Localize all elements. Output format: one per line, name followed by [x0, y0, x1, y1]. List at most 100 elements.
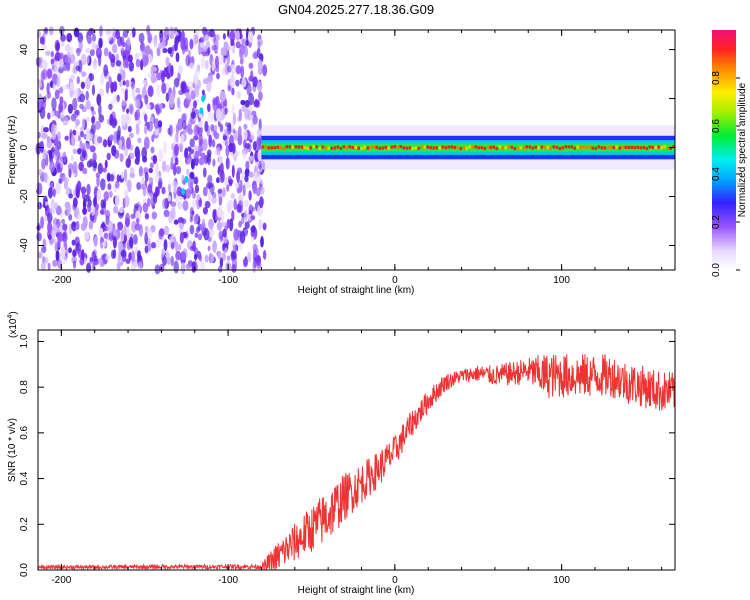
spectrogram-noise-cell — [200, 222, 206, 231]
spectrogram-noise-cell — [57, 231, 64, 243]
spectrogram-noise-cell — [136, 217, 140, 225]
spectrogram-noise-cell — [47, 112, 51, 120]
spectrogram-noise-cell — [231, 87, 235, 96]
spectrogram-noise-cell — [158, 177, 163, 189]
spectrogram-noise-cell — [240, 99, 246, 106]
spectrogram-noise-cell — [155, 186, 160, 196]
spectrogram-noise-cell — [231, 264, 237, 273]
spectrogram-noise-cell — [90, 106, 94, 112]
spectrogram-noise-cell — [52, 83, 56, 91]
signal-peak-cell — [639, 146, 643, 150]
spectrogram-noise-cell — [180, 39, 186, 51]
spectrogram-noise-cell — [227, 65, 232, 73]
spectrogram-noise-cell — [75, 243, 82, 252]
spectrogram-noise-cell — [120, 250, 127, 258]
spectrogram-noise-cell — [96, 188, 102, 202]
spectrogram-noise-cell — [99, 88, 105, 97]
spectrogram-noise-cell — [216, 221, 222, 231]
spectrogram-noise-cell — [198, 145, 202, 156]
spectrogram-noise-cell — [36, 225, 41, 231]
spectrogram-noise-cell — [222, 135, 228, 141]
spectrogram-noise-cell — [86, 160, 92, 168]
spectrogram-noise-cell — [72, 260, 77, 269]
spectrogram-noise-cell — [184, 147, 189, 160]
signal-peak-cell — [327, 146, 331, 150]
spectrogram-noise-cell — [252, 52, 259, 60]
signal-peak-cell — [468, 145, 472, 149]
spectrogram-noise-cell — [129, 132, 134, 139]
spectrogram-noise-cell — [75, 119, 80, 126]
spectrogram-noise-cell — [82, 197, 87, 211]
spectrogram-noise-cell — [224, 107, 228, 115]
spectrogram-noise-cell — [86, 262, 92, 273]
spectrogram-noise-cell — [72, 197, 78, 208]
signal-peak-cell — [450, 145, 454, 149]
spectrogram-noise-cell — [221, 222, 228, 228]
spectrogram-noise-cell — [109, 134, 114, 141]
spectrogram-noise-cell — [123, 225, 127, 236]
spectrogram-noise-cell — [227, 199, 234, 210]
spectrogram-noise-cell — [100, 199, 105, 209]
spectrogram-noise-cell — [212, 158, 216, 167]
signal-band-inner — [261, 143, 675, 152]
spectrogram-noise-cell — [185, 263, 192, 270]
spectrogram-noise-cell — [237, 200, 244, 214]
snr-y-axis: 0.0 0.2 0.4 0.6 0.8 1.0 — [19, 334, 675, 577]
spectrogram-noise-cell — [48, 150, 53, 160]
spectrogram-noise-cell — [189, 224, 195, 235]
spectrogram-noise-cell — [162, 47, 168, 54]
spectrogram-noise-cell — [108, 51, 112, 60]
spectrogram-noise-cell — [182, 200, 189, 212]
spectrogram-noise-cell — [173, 77, 180, 88]
snr-ytick-label: 1.0 — [19, 334, 30, 348]
spectrogram-noise-cell — [163, 67, 168, 78]
snr-xtick-label: 0 — [392, 575, 398, 586]
spectrogram-noise-cell — [38, 81, 43, 88]
spectrogram-noise-cell — [211, 139, 216, 148]
spectrogram-noise-cell — [187, 81, 194, 90]
spectrogram-noise-cell — [174, 157, 179, 166]
spectrogram-noise-cell — [235, 182, 239, 189]
spectrogram-noise-cell — [37, 251, 43, 259]
spectrogram-noise-cell — [113, 149, 120, 159]
signal-peak-cell — [360, 146, 364, 150]
signal-peak-cell — [483, 146, 487, 151]
signal-peak-cell — [651, 145, 655, 149]
spectrogram-noise-cell — [175, 131, 179, 143]
spectrogram-noise-cell — [47, 187, 53, 199]
spectrogram-noise-cell — [222, 228, 227, 238]
spectrogram-noise-cell — [231, 210, 235, 222]
colorbar-tick-label: 0.4 — [711, 167, 722, 181]
spectrogram-xtick-label: 100 — [553, 275, 570, 286]
spectrogram-noise-cell — [245, 160, 250, 170]
spectrogram-noise-cell — [244, 108, 250, 120]
spectrogram-noise-cell — [135, 87, 141, 94]
signal-peak-cell — [588, 145, 592, 149]
spectrogram-noise-cell — [208, 218, 214, 230]
signal-peak-cell — [585, 145, 589, 149]
spectrogram-noise-cell — [102, 139, 108, 148]
spectrogram-noise-cell — [41, 60, 48, 70]
spectrogram-noise-cell — [46, 175, 51, 187]
spectrogram-noise-cell — [96, 174, 100, 188]
spectrogram-noise-cell — [155, 238, 162, 248]
spectrogram-noise-cell — [136, 52, 142, 58]
spectrogram-noise-cell — [218, 230, 224, 240]
spectrogram-noise-cell — [170, 201, 177, 208]
spectrogram-noise-cell — [215, 108, 222, 121]
spectrogram-noise-cell — [98, 257, 103, 264]
spectrogram-noise-cell — [167, 195, 172, 202]
spectrogram-noise-cell — [244, 175, 249, 183]
spectrogram-noise-cell — [119, 153, 124, 163]
spectrogram-noise-cell — [36, 232, 42, 242]
spectrogram-noise-cell — [62, 117, 69, 126]
spectrogram-hotspot — [199, 107, 204, 115]
spectrogram-noise-cell — [100, 178, 106, 191]
signal-peak-cell — [597, 145, 601, 149]
signal-peak-cell — [636, 145, 640, 149]
spectrogram-noise-cell — [172, 163, 177, 176]
signal-peak-cell — [624, 145, 628, 149]
signal-peak-cell — [369, 145, 373, 149]
